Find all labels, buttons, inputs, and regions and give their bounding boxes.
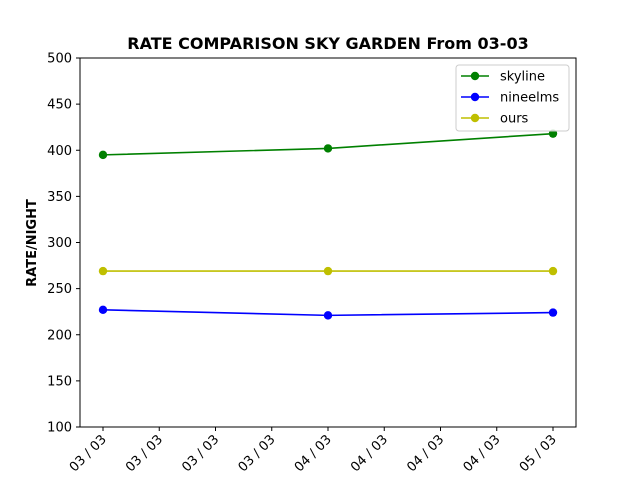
y-tick-label: 150 — [47, 374, 72, 389]
data-point-skyline — [323, 144, 333, 153]
legend-box — [455, 64, 570, 132]
y-axis-label: RATE/NIGHT — [25, 199, 40, 287]
y-tick-label: 450 — [47, 98, 72, 113]
legend: skyline nineelms ours — [455, 64, 570, 132]
y-tick-label: 100 — [47, 421, 72, 436]
legend-marker-skyline — [470, 71, 480, 81]
x-tick-label: 03 / 03 — [67, 432, 110, 475]
y-tick-label: 250 — [47, 282, 72, 297]
x-tick-label: 04 / 03 — [348, 432, 391, 475]
x-tick-label: 04 / 03 — [404, 432, 447, 475]
x-tick-label: 04 / 03 — [461, 432, 504, 475]
chart-title: RATE COMPARISON SKY GARDEN From 03-03 — [127, 34, 528, 53]
legend-marker-nineelms — [470, 92, 480, 102]
data-point-nineelms — [323, 311, 333, 320]
y-tick-label: 200 — [47, 328, 72, 343]
data-point-ours — [98, 266, 108, 276]
y-tick-label: 400 — [47, 144, 72, 159]
legend-marker-ours — [470, 113, 480, 123]
x-tick-label: 05 / 03 — [517, 432, 560, 475]
data-point-nineelms — [548, 308, 558, 317]
y-tick-label: 350 — [47, 190, 72, 205]
x-tick-label: 03 / 03 — [179, 432, 222, 475]
data-point-ours — [323, 266, 333, 276]
legend-label-skyline: skyline — [500, 70, 545, 85]
legend-label-nineelms: nineelms — [500, 91, 559, 106]
data-point-nineelms — [98, 305, 108, 315]
y-tick-label: 300 — [47, 236, 72, 251]
y-tick-label: 500 — [47, 52, 72, 67]
data-point-skyline — [98, 150, 108, 160]
data-point-ours — [548, 266, 558, 276]
x-tick-label: 04 / 03 — [292, 432, 335, 475]
x-tick-label: 03 / 03 — [236, 432, 279, 475]
data-point-skyline — [548, 129, 558, 138]
legend-label-ours: ours — [500, 112, 529, 127]
x-tick-label: 03 / 03 — [123, 432, 166, 475]
